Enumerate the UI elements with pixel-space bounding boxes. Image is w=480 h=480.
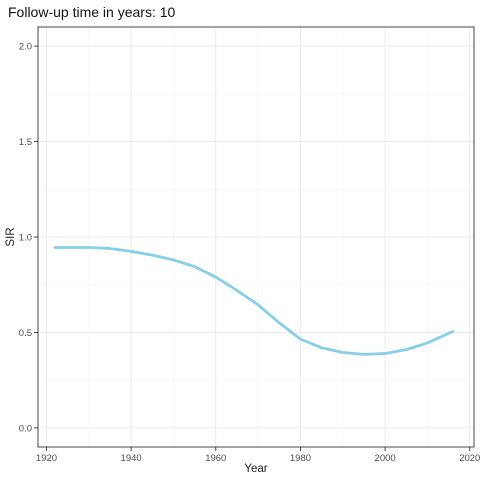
y-tick-label: 0.5	[19, 328, 32, 339]
series-line	[53, 246, 455, 356]
x-tick-label: 1960	[205, 453, 226, 464]
y-tick-label: 2.0	[19, 42, 32, 53]
y-axis-title: SIR	[5, 227, 17, 246]
x-axis-title: Year	[244, 463, 267, 475]
series-layer	[53, 246, 455, 356]
x-tick-label: 2000	[375, 453, 396, 464]
x-tick-label: 1940	[121, 453, 142, 464]
y-tick-label: 1.5	[19, 137, 32, 148]
x-tick-label: 1980	[290, 453, 311, 464]
y-tick-label: 0.0	[19, 423, 32, 434]
axes: 1920 1940 1960 1980 2000 2020 0.0 0.5 1.0 1.5 2.0	[19, 42, 480, 464]
chart-title: Follow-up time in years: 10	[8, 4, 176, 20]
y-tick-label: 1.0	[19, 233, 32, 244]
x-tick-label: 1920	[36, 453, 57, 464]
x-tick-label: 2020	[459, 453, 480, 464]
grid	[38, 27, 474, 447]
